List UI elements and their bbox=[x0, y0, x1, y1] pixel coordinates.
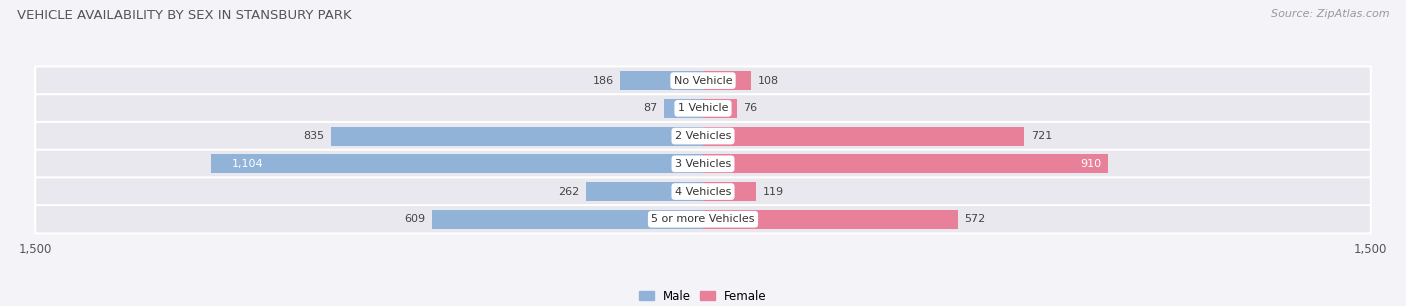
Text: 721: 721 bbox=[1031, 131, 1052, 141]
FancyBboxPatch shape bbox=[35, 150, 1371, 178]
Text: 2 Vehicles: 2 Vehicles bbox=[675, 131, 731, 141]
Bar bbox=[703, 182, 756, 201]
Text: 108: 108 bbox=[758, 76, 779, 86]
FancyBboxPatch shape bbox=[35, 205, 1371, 233]
Bar bbox=[703, 154, 1108, 173]
Bar bbox=[211, 154, 703, 173]
Text: 262: 262 bbox=[558, 187, 579, 196]
Text: 186: 186 bbox=[592, 76, 613, 86]
Text: 5 or more Vehicles: 5 or more Vehicles bbox=[651, 214, 755, 224]
Text: 1 Vehicle: 1 Vehicle bbox=[678, 103, 728, 113]
Text: 910: 910 bbox=[1080, 159, 1101, 169]
FancyBboxPatch shape bbox=[35, 177, 1371, 206]
Bar bbox=[432, 210, 703, 229]
Text: 1,104: 1,104 bbox=[232, 159, 263, 169]
Text: 4 Vehicles: 4 Vehicles bbox=[675, 187, 731, 196]
Text: VEHICLE AVAILABILITY BY SEX IN STANSBURY PARK: VEHICLE AVAILABILITY BY SEX IN STANSBURY… bbox=[17, 9, 352, 22]
Bar bbox=[664, 99, 703, 118]
Text: Source: ZipAtlas.com: Source: ZipAtlas.com bbox=[1271, 9, 1389, 19]
Text: 119: 119 bbox=[762, 187, 783, 196]
Bar bbox=[703, 71, 751, 90]
FancyBboxPatch shape bbox=[35, 122, 1371, 150]
Text: 87: 87 bbox=[644, 103, 658, 113]
Text: 3 Vehicles: 3 Vehicles bbox=[675, 159, 731, 169]
Text: 835: 835 bbox=[304, 131, 325, 141]
Bar bbox=[332, 127, 703, 145]
Bar bbox=[586, 182, 703, 201]
FancyBboxPatch shape bbox=[35, 94, 1371, 122]
Bar bbox=[703, 127, 1024, 145]
Bar bbox=[703, 210, 957, 229]
Bar bbox=[620, 71, 703, 90]
Text: 609: 609 bbox=[404, 214, 425, 224]
Text: 572: 572 bbox=[965, 214, 986, 224]
Bar bbox=[703, 99, 737, 118]
Text: 76: 76 bbox=[744, 103, 758, 113]
Legend: Male, Female: Male, Female bbox=[634, 285, 772, 306]
Text: No Vehicle: No Vehicle bbox=[673, 76, 733, 86]
FancyBboxPatch shape bbox=[35, 66, 1371, 95]
